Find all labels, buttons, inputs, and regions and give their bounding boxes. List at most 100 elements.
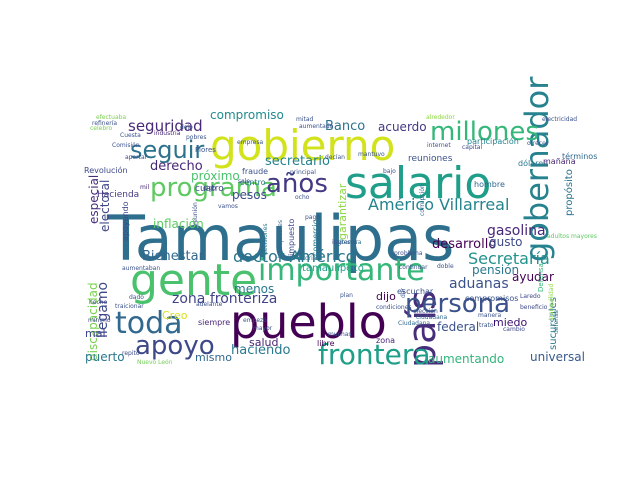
word-apoyando: apoyando bbox=[121, 201, 130, 241]
word-sale: sale bbox=[238, 178, 250, 185]
word-mal: mal bbox=[85, 327, 106, 340]
word-seguridad: seguridad bbox=[128, 117, 203, 135]
word-participacion: participación bbox=[467, 136, 519, 146]
word-bajo: bajo bbox=[383, 168, 396, 175]
word-hecho: hecho bbox=[89, 299, 108, 306]
word-electoral: electoral bbox=[98, 180, 112, 232]
word-dolares: dólares bbox=[518, 158, 547, 168]
word-mantuvo: mantuvo bbox=[358, 151, 385, 158]
word-acuerdo: acuerdo bbox=[378, 120, 427, 134]
word-ciudadana: ciudadana bbox=[416, 314, 448, 321]
word-mismo: mismo bbox=[195, 351, 232, 364]
word-llegamo: llegamo bbox=[95, 282, 111, 338]
word-laredo: Laredo bbox=[520, 293, 541, 300]
word-defensa: Defensa bbox=[537, 263, 545, 292]
word-creo: Creo bbox=[162, 309, 188, 322]
word-menos: menos bbox=[234, 282, 274, 296]
word-especial: especial bbox=[87, 175, 101, 224]
word-dado: dado bbox=[129, 294, 144, 301]
word-frontera: frontera bbox=[318, 338, 431, 371]
word-alrededor: alrededor bbox=[426, 114, 455, 121]
word-desarrollo: desarrollo bbox=[432, 237, 496, 252]
word-ofrecer: ofrecer bbox=[527, 140, 549, 147]
word-industria: industria bbox=[154, 130, 181, 137]
word-reunion: reunión bbox=[192, 202, 199, 225]
word-aduanas: aduanas bbox=[449, 276, 509, 292]
cloud-background bbox=[66, 112, 578, 368]
word-vamos: vamos bbox=[218, 203, 238, 210]
word-mayor: mayor bbox=[253, 325, 273, 332]
word-gusto: gusto bbox=[489, 235, 523, 249]
word-historia: historia bbox=[294, 255, 317, 262]
word-secretario: secretario bbox=[265, 154, 330, 169]
word-salud: salud bbox=[249, 336, 278, 349]
word-mil: mil bbox=[140, 184, 150, 191]
word-zona: zona bbox=[376, 336, 395, 345]
word-problema: problema bbox=[394, 250, 423, 257]
word-banco: Banco bbox=[325, 119, 365, 134]
word-comercio: comercio bbox=[311, 219, 320, 256]
word-mitad: mitad bbox=[296, 116, 314, 123]
word-dar: dar bbox=[400, 288, 407, 298]
word-internet: internet bbox=[427, 142, 451, 149]
word-haciendo: haciendo bbox=[231, 343, 290, 358]
word-hombre: hombre bbox=[474, 180, 505, 189]
word-centro: centro bbox=[240, 178, 266, 187]
word-cuatro: cuatro bbox=[195, 184, 224, 194]
word-empresa: empresa bbox=[237, 139, 263, 146]
word-aumentando: aumentando bbox=[428, 352, 504, 366]
word-impuesto: impuesto bbox=[287, 219, 296, 256]
word-proximo: próximo bbox=[191, 169, 240, 183]
word-condiciones: condiciones bbox=[376, 304, 412, 311]
word-cambio: cambio bbox=[503, 326, 525, 333]
word-gente: gente bbox=[130, 255, 257, 306]
word-digo: digo bbox=[203, 185, 216, 192]
word-compromiso: compromiso bbox=[210, 108, 284, 122]
word-defensa: defensa bbox=[553, 310, 560, 334]
word-efectuaba: efectuaba bbox=[96, 114, 126, 121]
word-anos: años bbox=[266, 169, 328, 199]
word-reuniones: reuniones bbox=[408, 154, 453, 164]
word-seguir: seguir bbox=[130, 136, 204, 164]
word-derecho: derecho bbox=[150, 159, 203, 174]
word-gobernador: gobernador bbox=[518, 76, 556, 262]
word-aportar: aportar bbox=[125, 154, 148, 161]
word-tamaulipas: Tamaulipas bbox=[106, 202, 454, 275]
word-bienestar: Bienestar bbox=[142, 249, 205, 264]
word-pueblo: pueblo bbox=[230, 295, 387, 349]
word-doctor-americo: doctor Américo bbox=[233, 247, 355, 266]
word-millones: millones bbox=[430, 117, 539, 147]
word-pobres: pobres bbox=[186, 134, 206, 141]
word-dejo: dejo bbox=[180, 124, 193, 131]
word-persona: persona bbox=[405, 289, 510, 319]
word-trabajadores: trabajadores bbox=[277, 220, 284, 258]
word-tranquilidad: tranquilidad bbox=[548, 284, 555, 320]
word-refineria: refinería bbox=[92, 120, 117, 127]
word-aumentado: aumentado bbox=[299, 123, 334, 130]
word-manera: manera bbox=[478, 312, 501, 319]
word-capital: capital bbox=[462, 144, 482, 151]
word-aumentaban: aumentaban bbox=[122, 265, 160, 272]
word-apoyo: apoyo bbox=[135, 331, 215, 361]
word-siempre: siempre bbox=[198, 318, 230, 327]
word-gasolina: gasolina bbox=[487, 223, 546, 239]
word-electricidad: electricidad bbox=[542, 116, 577, 123]
word-muchas: muchas bbox=[328, 331, 352, 338]
word-ingresos: ingresos bbox=[332, 239, 357, 246]
word-comision: Comisión bbox=[112, 142, 140, 149]
word-adultos-mayores: adultos mayores bbox=[547, 233, 597, 240]
word-universal: universal bbox=[530, 350, 585, 364]
word-importante: importante bbox=[258, 253, 425, 288]
word-hacienda: Hacienda bbox=[97, 190, 139, 200]
word-inflacion: inflación bbox=[153, 217, 204, 231]
word-escuchar: escuchar bbox=[397, 287, 434, 296]
word-ayudar: ayudar bbox=[512, 270, 554, 284]
word-zona-fronteriza: zona fronteriza bbox=[172, 291, 277, 307]
word-garantizar: garantizar bbox=[336, 183, 349, 240]
word-secretaria: Secretaría bbox=[468, 249, 550, 268]
word-continuar: continuar bbox=[399, 264, 428, 271]
word-pago: pago bbox=[305, 214, 320, 221]
word-trato: trato bbox=[479, 322, 494, 329]
word-altamira: Altamira bbox=[336, 239, 362, 246]
word-gobierno: gobierno bbox=[210, 121, 395, 170]
